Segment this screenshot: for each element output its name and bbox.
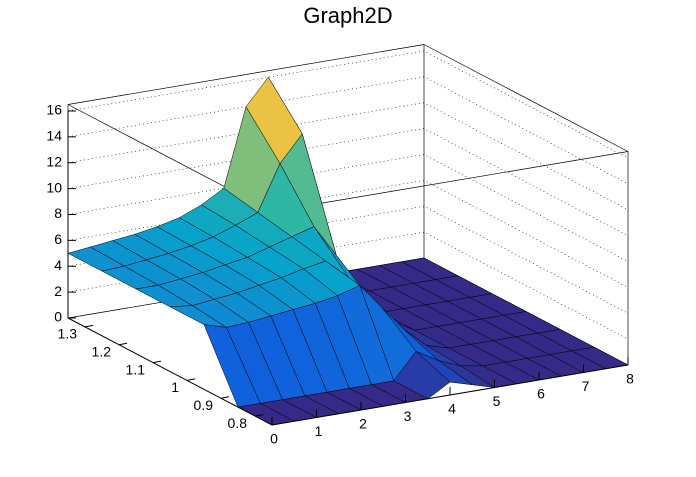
z-tick-label: 4 — [54, 257, 62, 273]
z-tick-label: 8 — [54, 205, 62, 221]
y-tick-label: 0.8 — [228, 415, 248, 431]
grid-line — [67, 128, 629, 236]
grid-line — [67, 50, 629, 159]
z-tick-label: 16 — [46, 102, 62, 118]
x-tick-label: 7 — [582, 378, 590, 394]
y-tick-label: 1.1 — [126, 361, 146, 377]
box-edge — [423, 44, 629, 152]
x-tick-label: 5 — [493, 393, 501, 409]
y-tick-label: 1.2 — [92, 343, 112, 359]
y-tick-label: 1.3 — [58, 326, 78, 342]
z-tick-label: 12 — [46, 153, 62, 169]
x-tick-label: 1 — [315, 423, 323, 439]
grid-line — [67, 76, 629, 185]
y-axis — [67, 317, 273, 426]
grid-line — [67, 154, 629, 262]
box-edge — [67, 44, 425, 105]
y-tick — [152, 360, 162, 364]
grid-line — [67, 102, 629, 210]
x-tick-label: 6 — [537, 386, 545, 402]
x-tick-label: 4 — [448, 401, 456, 417]
y-tick — [118, 342, 128, 346]
x-tick-label: 2 — [359, 416, 367, 432]
y-tick — [84, 324, 94, 328]
y-tick — [186, 378, 196, 381]
z-tick-label: 10 — [46, 179, 62, 195]
y-tick — [220, 396, 230, 399]
x-tick-label: 3 — [404, 408, 412, 424]
y-tick-label: 0.9 — [194, 397, 214, 413]
z-tick-label: 2 — [54, 283, 62, 299]
x-tick-label: 0 — [270, 431, 278, 447]
y-tick-label: 1 — [171, 379, 179, 395]
z-tick-label: 6 — [54, 231, 62, 247]
z-tick-label: 0 — [54, 309, 62, 325]
box-edge — [271, 151, 629, 212]
x-axis — [271, 364, 629, 426]
y-tick — [254, 414, 264, 417]
chart-title: Graph2D — [303, 3, 392, 28]
x-tick-label: 8 — [626, 371, 634, 387]
z-tick-label: 14 — [46, 128, 62, 144]
